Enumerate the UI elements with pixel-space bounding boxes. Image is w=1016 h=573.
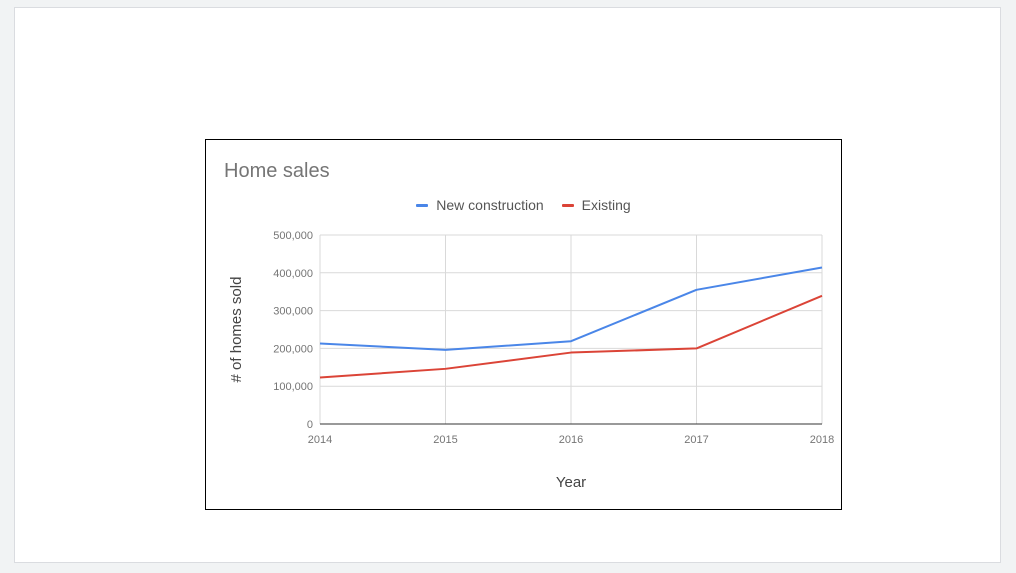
chart-title: Home sales (224, 160, 330, 182)
legend-swatch-new-construction (416, 203, 429, 207)
y-tick-label: 100,000 (273, 381, 313, 393)
series-lines (319, 266, 823, 379)
plot-area: 0 100,000 200,000 300,000 400,000 500,000 201… (228, 230, 834, 491)
y-tick-label: 400,000 (273, 268, 313, 280)
legend-label-existing: Existing (581, 197, 631, 213)
x-tick-label: 2017 (684, 434, 708, 446)
x-axis-title: Year (556, 474, 586, 491)
y-axis-title: # of homes sold (228, 277, 245, 383)
x-tick-label: 2018 (810, 434, 834, 446)
y-tick-label: 200,000 (273, 343, 313, 355)
y-axis-ticks: 0 100,000 200,000 300,000 400,000 500,000 (273, 230, 313, 431)
slide-canvas: Home sales New construction Existing 0 10… (14, 7, 1001, 563)
y-tick-label: 500,000 (273, 230, 313, 242)
x-axis-ticks: 2014 2015 2016 2017 2018 (308, 434, 834, 446)
legend-swatch-existing (561, 203, 574, 207)
y-tick-label: 0 (307, 419, 313, 431)
legend-item-new-construction: New construction (416, 197, 544, 213)
legend-item-existing: Existing (561, 197, 631, 213)
legend: New construction Existing (206, 197, 841, 213)
grid (319, 234, 823, 425)
x-tick-label: 2015 (433, 434, 457, 446)
x-tick-label: 2016 (559, 434, 583, 446)
x-tick-label: 2014 (308, 434, 332, 446)
legend-label-new-construction: New construction (436, 197, 544, 213)
chart-container[interactable]: Home sales New construction Existing 0 10… (205, 139, 842, 510)
y-tick-label: 300,000 (273, 306, 313, 318)
